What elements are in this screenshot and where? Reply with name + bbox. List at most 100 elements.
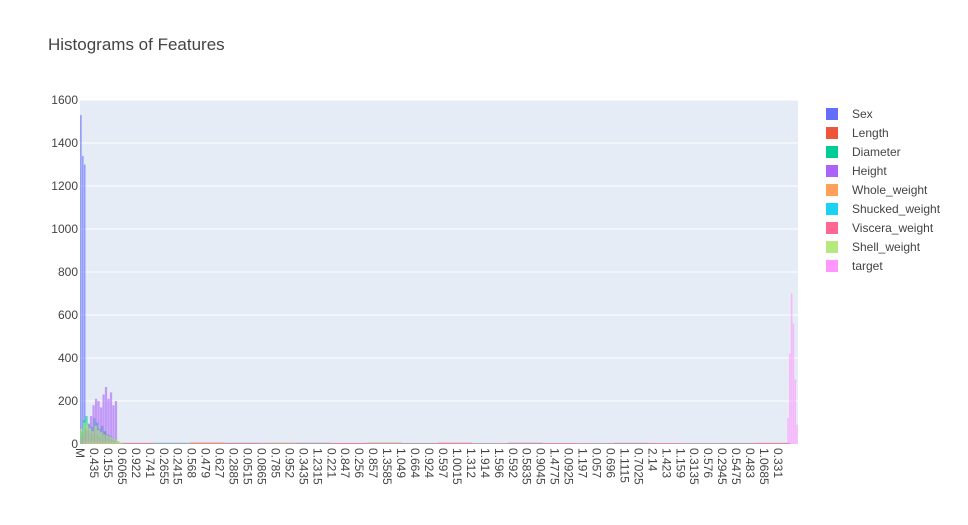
legend-item-diameter[interactable]: Diameter xyxy=(826,145,901,159)
legend-item-whole-weight[interactable]: Whole_weight xyxy=(826,183,928,197)
bar-shell-weight xyxy=(114,439,118,444)
legend-swatch xyxy=(826,127,838,139)
x-tick-label: 0.256 xyxy=(352,448,366,478)
x-tick-label: 0.0925 xyxy=(562,448,576,485)
legend-item-shucked-weight[interactable]: Shucked_weight xyxy=(826,202,941,216)
x-tick-label: 0.6065 xyxy=(115,448,129,485)
bar-sex xyxy=(80,115,82,445)
y-tick-label: 1000 xyxy=(51,222,78,236)
legend-label: Shucked_weight xyxy=(852,202,941,216)
legend-label: Diameter xyxy=(852,145,901,159)
x-tick-label: 1.423 xyxy=(659,448,673,478)
legend-label: Whole_weight xyxy=(852,183,928,197)
x-tick-label: 1.1115 xyxy=(617,448,631,483)
x-tick-label: 0.9045 xyxy=(534,448,548,485)
legend-item-height[interactable]: Height xyxy=(826,164,887,178)
bar-viscera-weight xyxy=(507,443,544,444)
y-axis-ticks: 0 200 400 600 800 1000 1200 1400 1600 xyxy=(51,93,78,451)
bar-shell-weight xyxy=(102,434,106,444)
x-tick-label: 1.596 xyxy=(492,448,506,478)
x-tick-label: 0.2885 xyxy=(227,448,241,485)
legend-label: Length xyxy=(852,126,889,140)
x-tick-label: 0.922 xyxy=(129,448,143,478)
legend-item-length[interactable]: Length xyxy=(826,126,889,140)
x-tick-label: 0.057 xyxy=(590,448,604,478)
grid-lines xyxy=(80,99,798,402)
bar-shell-weight xyxy=(91,431,95,444)
x-tick-label: 1.0015 xyxy=(450,448,464,485)
y-tick-label: 1400 xyxy=(51,136,78,150)
legend-item-shell-weight[interactable]: Shell_weight xyxy=(826,240,921,254)
bar-shell-weight xyxy=(105,435,109,444)
bar-height xyxy=(102,394,105,444)
legend-item-viscera-weight[interactable]: Viscera_weight xyxy=(826,221,934,235)
legend-swatch xyxy=(826,203,838,215)
histogram-bars xyxy=(80,115,798,445)
x-tick-label: 0.664 xyxy=(408,448,422,478)
x-tick-label: 0.597 xyxy=(436,448,450,478)
y-tick-label: 800 xyxy=(58,265,78,279)
x-tick-label: 1.049 xyxy=(394,448,408,478)
bar-shell-weight xyxy=(100,432,103,444)
x-tick-label: 1.2315 xyxy=(310,448,324,485)
legend-label: Shell_weight xyxy=(852,240,921,254)
y-tick-label: 600 xyxy=(58,308,78,322)
legend-item-target[interactable]: target xyxy=(826,259,883,273)
legend-swatch xyxy=(826,146,838,158)
bar-viscera-weight xyxy=(614,443,650,444)
x-tick-label: 0.576 xyxy=(701,448,715,478)
legend-label: Sex xyxy=(852,107,873,121)
y-tick-label: 1200 xyxy=(51,179,78,193)
bar-viscera-weight xyxy=(295,443,331,444)
bar-viscera-weight xyxy=(154,443,190,444)
x-tick-label: 0.785 xyxy=(268,448,282,478)
x-tick-label: 0.627 xyxy=(213,448,227,478)
chart-title: Histograms of Features xyxy=(48,35,225,54)
bar-viscera-weight xyxy=(331,442,367,444)
x-tick-label: 0.696 xyxy=(603,448,617,478)
bar-height xyxy=(107,398,110,444)
bar-shell-weight xyxy=(88,427,92,444)
legend[interactable]: Sex Length Diameter Height Whole_weight Shuck… xyxy=(826,107,941,273)
x-tick-label: 0.568 xyxy=(185,448,199,478)
x-tick-label: 1.4775 xyxy=(548,448,562,485)
bar-viscera-weight xyxy=(649,442,685,444)
x-tick-label: 0.2945 xyxy=(715,448,729,485)
bar-viscera-weight xyxy=(684,443,720,444)
bar-shell-weight xyxy=(117,440,121,444)
x-tick-label: 0.435 xyxy=(87,448,101,478)
x-tick-label: 0.7025 xyxy=(631,448,645,485)
bar-height xyxy=(99,407,103,444)
x-tick-label: 1.197 xyxy=(576,448,590,478)
bar-viscera-weight xyxy=(755,442,791,444)
bar-shucked-weight xyxy=(154,442,190,444)
x-tick-label: 0.3135 xyxy=(687,448,701,485)
bar-height xyxy=(94,398,98,444)
x-tick-label: 0.0515 xyxy=(241,448,255,485)
bar-height xyxy=(97,401,100,444)
bar-height xyxy=(92,405,95,444)
legend-swatch xyxy=(826,165,838,177)
x-tick-label: 0.592 xyxy=(506,448,520,478)
x-tick-label: 0.857 xyxy=(366,448,380,478)
x-tick-label: 0.0865 xyxy=(254,448,268,485)
x-tick-label: 0.331 xyxy=(771,448,785,478)
bar-viscera-weight xyxy=(189,443,225,444)
x-tick-label: 0.741 xyxy=(143,448,157,478)
bar-sex xyxy=(81,155,84,444)
x-tick-label: 0.924 xyxy=(422,448,436,478)
legend-item-sex[interactable]: Sex xyxy=(826,107,873,121)
bar-shell-weight xyxy=(111,437,115,444)
bar-target xyxy=(789,353,791,444)
bar-shell-weight xyxy=(82,422,86,444)
bar-shell-weight xyxy=(108,436,112,444)
x-tick-label: M xyxy=(73,448,87,458)
bar-viscera-weight xyxy=(401,443,438,444)
x-tick-label: 1.3585 xyxy=(380,448,394,485)
bar-height xyxy=(87,424,90,444)
x-tick-label: 0.2655 xyxy=(157,448,171,485)
bar-shell-weight xyxy=(85,424,89,444)
x-tick-label: 0.483 xyxy=(743,448,757,478)
y-tick-label: 1600 xyxy=(51,93,78,107)
